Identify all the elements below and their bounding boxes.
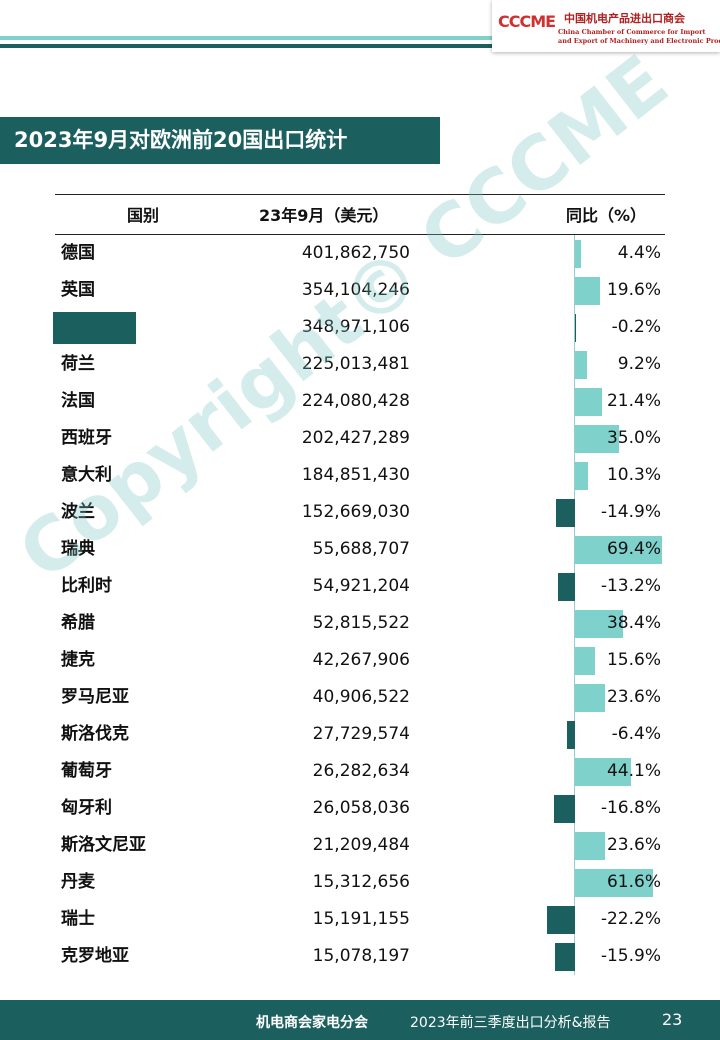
top-line <box>0 44 495 48</box>
country: 丹麦 <box>61 872 95 892</box>
yoy-label: 38.4% <box>606 613 661 633</box>
yoy-label: 15.6% <box>606 650 661 670</box>
export-value: 26,282,634 <box>312 761 410 781</box>
yoy-label: 23.6% <box>606 835 661 855</box>
data-bar <box>575 461 588 490</box>
data-bar <box>554 942 575 971</box>
country: 波兰 <box>61 502 95 522</box>
country: 斯洛伐克 <box>61 724 129 744</box>
yoy-label: 35.0% <box>606 428 661 448</box>
country: 比利时 <box>61 576 112 596</box>
country: 德国 <box>61 243 95 263</box>
data-bar <box>575 868 653 897</box>
export-value: 354,104,246 <box>301 280 410 300</box>
export-value: 184,851,430 <box>301 465 410 485</box>
export-value: 52,815,522 <box>312 613 410 633</box>
export-value: 55,688,707 <box>312 539 410 559</box>
data-bar <box>575 350 587 379</box>
rule <box>55 194 665 195</box>
yoy-label: -13.2% <box>600 576 661 596</box>
export-value: 401,862,750 <box>301 243 410 263</box>
country: 英国 <box>61 280 95 300</box>
redacted-name <box>53 311 136 344</box>
export-value: 26,058,036 <box>312 798 410 818</box>
country: 克罗地亚 <box>61 946 129 966</box>
yoy-label: 4.4% <box>617 243 661 263</box>
footer-org: 机电商会家电分会 <box>256 1015 368 1031</box>
data-bar <box>556 498 575 527</box>
section-title: 2023年9月对欧洲前20国出口统计 <box>0 117 440 164</box>
yoy-label: 21.4% <box>606 391 661 411</box>
yoy-label: 10.3% <box>606 465 661 485</box>
data-bar <box>575 609 624 638</box>
export-value: 15,078,197 <box>312 946 410 966</box>
export-value: 348,971,106 <box>301 317 410 337</box>
export-value: 27,729,574 <box>312 724 410 744</box>
data-bar <box>575 831 605 860</box>
footer-report: 2023年前三季度出口分析&报告 <box>410 1015 611 1031</box>
data-bar <box>575 239 581 268</box>
export-value: 15,191,155 <box>312 909 410 929</box>
zero-axis <box>574 235 575 975</box>
yoy-label: 44.1% <box>606 761 661 781</box>
yoy-label: 23.6% <box>606 687 661 707</box>
country: 法国 <box>61 391 95 411</box>
page-number: 23 <box>662 1010 683 1029</box>
logo-name-en: and Export of Machinery and Electronic P… <box>558 37 720 45</box>
export-value: 152,669,030 <box>301 502 410 522</box>
country: 葡萄牙 <box>61 761 112 781</box>
header-cell: 国别 <box>127 206 160 225</box>
export-value: 54,921,204 <box>312 576 410 596</box>
export-value: 202,427,289 <box>301 428 410 448</box>
data-bar <box>574 313 576 342</box>
data-bar <box>575 387 602 416</box>
yoy-label: -14.9% <box>600 502 661 522</box>
header-cell: 23年9月（美元） <box>259 206 389 225</box>
export-value: 225,013,481 <box>301 354 410 374</box>
data-bar <box>575 646 595 675</box>
yoy-label: -0.2% <box>611 317 661 337</box>
yoy-label: -15.9% <box>600 946 661 966</box>
rule <box>55 234 665 235</box>
country: 西班牙 <box>61 428 112 448</box>
data-bar <box>558 572 575 601</box>
data-bar <box>575 683 605 712</box>
yoy-label: 9.2% <box>617 354 661 374</box>
country: 捷克 <box>61 650 95 670</box>
logo-name-en: China Chamber of Commerce for Import <box>558 28 706 36</box>
export-value: 15,312,656 <box>312 872 410 892</box>
yoy-label: 19.6% <box>606 280 661 300</box>
yoy-label: -6.4% <box>611 724 661 744</box>
data-bar <box>575 757 631 786</box>
country: 斯洛文尼亚 <box>61 835 146 855</box>
footer: 机电商会家电分会 2023年前三季度出口分析&报告 23 <box>0 1000 720 1040</box>
data-bar <box>575 535 663 564</box>
yoy-label: -22.2% <box>600 909 661 929</box>
country: 罗马尼亚 <box>61 687 129 707</box>
data-bar <box>575 424 620 453</box>
export-value: 21,209,484 <box>312 835 410 855</box>
data-bar <box>566 720 575 749</box>
yoy-label: 69.4% <box>606 539 661 559</box>
country: 匈牙利 <box>61 798 112 818</box>
export-value: 40,906,522 <box>312 687 410 707</box>
data-bar <box>575 276 600 305</box>
logo-name-cn: 中国机电产品进出口商会 <box>564 12 685 25</box>
country: 荷兰 <box>61 354 95 374</box>
country: 瑞士 <box>61 909 95 929</box>
data-bar <box>553 794 575 823</box>
country: 瑞典 <box>61 539 95 559</box>
data-bar <box>547 905 575 934</box>
logo-mark: CCCME <box>498 12 556 31</box>
top-line <box>0 36 495 40</box>
country: 意大利 <box>61 465 112 485</box>
logo: CCCME 中国机电产品进出口商会 China Chamber of Comme… <box>492 0 720 52</box>
yoy-label: 61.6% <box>606 872 661 892</box>
export-value: 42,267,906 <box>312 650 410 670</box>
export-value: 224,080,428 <box>301 391 410 411</box>
country: 希腊 <box>61 613 95 633</box>
yoy-label: -16.8% <box>600 798 661 818</box>
header-cell: 同比（%） <box>566 206 647 225</box>
